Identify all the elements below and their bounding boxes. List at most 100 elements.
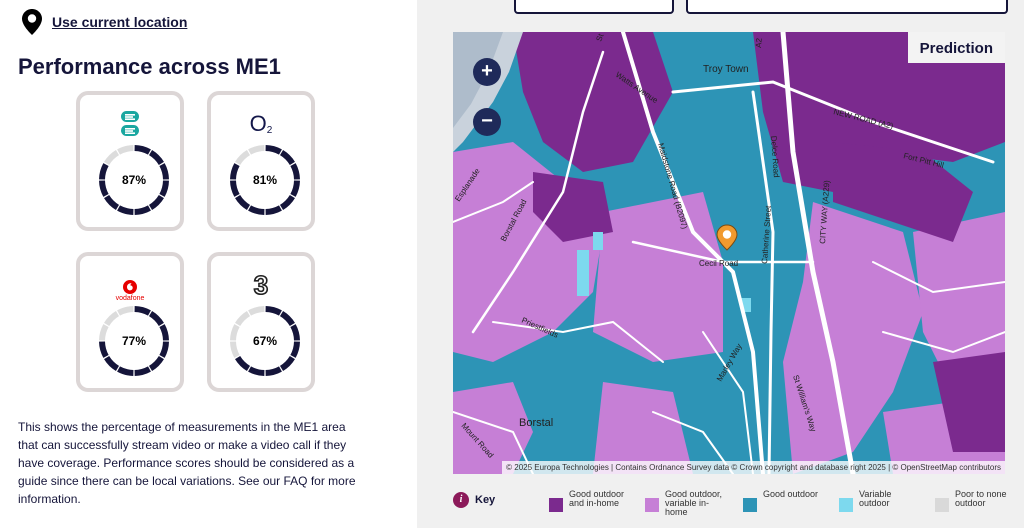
map-label-troy-town: Troy Town [703, 64, 749, 75]
coverage-map-canvas[interactable]: Troy Town Borstal Cecil Road NEW ROAD (A… [453, 32, 1005, 474]
operator-card-three[interactable]: 3 67% [207, 252, 315, 392]
score-ring-segment [290, 163, 300, 180]
score-ring-segment [248, 366, 265, 376]
key-label: Poor to none outdoor [955, 489, 1007, 508]
score-ring-segment [99, 341, 109, 358]
vodafone-logo: vodafone [80, 276, 180, 306]
score-ring-segment [159, 341, 169, 358]
key-item-good-outdoor-in-home: Good outdoor and in-home [549, 490, 633, 512]
score-ring-segment [117, 306, 134, 316]
map-label-borstal: Borstal [519, 417, 553, 429]
key-label: Good outdoor, variable in-home [665, 489, 723, 517]
key-swatch-dark-purple [549, 498, 563, 512]
key-swatch-grey [935, 498, 949, 512]
score-ring-segment [290, 324, 300, 341]
key-item-variable-outdoor: Variable outdoor [839, 490, 923, 512]
score-ring-segment [279, 194, 295, 210]
vodafone-wordmark: vodafone [115, 295, 145, 302]
three-logo: 3 [211, 269, 311, 301]
map-label-catherine-street: Catherine Street [760, 205, 773, 265]
map-label-city-way: CITY WAY (A229) [818, 180, 831, 245]
o2-score-value: 81% [253, 173, 277, 187]
o2-logo-sub: 2 [266, 124, 273, 136]
score-ring-segment [230, 341, 240, 358]
score-ring-segment [159, 324, 169, 341]
score-ring-segment [134, 366, 151, 376]
ee-score-value: 87% [122, 173, 146, 187]
use-current-location-label[interactable]: Use current location [52, 14, 188, 30]
key-label: Variable outdoor [859, 489, 892, 508]
location-pin-icon [22, 9, 42, 35]
coverage-map[interactable]: Troy Town Borstal Cecil Road NEW ROAD (A… [453, 32, 1005, 474]
key-title: Key [475, 494, 496, 506]
operator-card-ee[interactable]: 87% [76, 91, 184, 231]
map-label-a2: A2 [754, 37, 764, 48]
key-label: Good outdoor and in-home [569, 489, 625, 508]
use-current-location-link[interactable]: Use current location [20, 8, 187, 36]
map-label-delce-road: Delce Road [769, 136, 781, 178]
score-ring-segment [104, 150, 120, 166]
score-ring-segment [290, 180, 300, 197]
map-label-cecil-road: Cecil Road [699, 259, 738, 268]
vodafone-score-ring: 77% [99, 306, 169, 376]
three-logo-glyph: 3 [253, 269, 269, 301]
score-ring-segment [148, 194, 164, 210]
score-ring-segment [230, 180, 240, 197]
score-ring-segment [117, 366, 134, 376]
info-icon[interactable]: i [453, 492, 469, 508]
three-score-value: 67% [253, 334, 277, 348]
map-attribution: © 2025 Europa Technologies | Contains Or… [502, 461, 1005, 474]
page-title: Performance across ME1 [18, 54, 281, 79]
top-dropdown-left[interactable] [514, 0, 674, 14]
score-ring-segment [134, 306, 151, 316]
key-swatch-light-purple [645, 498, 659, 512]
score-ring-segment [159, 163, 169, 180]
score-ring-segment [279, 150, 295, 166]
key-header[interactable]: i Key [453, 492, 495, 508]
prediction-label[interactable]: Prediction [907, 32, 1005, 63]
score-ring-segment [159, 180, 169, 197]
o2-logo-letter: O [249, 111, 267, 136]
score-ring-segment [134, 205, 151, 215]
key-item-good-outdoor-variable-in-home: Good outdoor, variable in-home [645, 490, 729, 517]
vodafone-speechmark-icon [123, 280, 137, 294]
score-ring-segment [230, 324, 240, 341]
score-ring-segment [279, 311, 295, 327]
vodafone-score-value: 77% [122, 334, 146, 348]
key-label: Good outdoor [763, 489, 819, 499]
score-ring-segment [290, 341, 300, 358]
location-marker-icon[interactable] [716, 224, 738, 251]
map-key: i Key Good outdoor and in-home Good outd… [453, 488, 1013, 528]
score-ring-segment [117, 145, 134, 155]
score-ring-segment [235, 194, 251, 210]
operator-card-vodafone[interactable]: vodafone 77% [76, 252, 184, 392]
top-dropdown-right[interactable] [686, 0, 1008, 14]
key-swatch-blue [743, 498, 757, 512]
zoom-in-button[interactable]: + [473, 58, 501, 86]
score-ring-segment [248, 306, 265, 316]
score-ring-segment [265, 366, 282, 376]
zoom-out-button[interactable]: − [473, 108, 501, 136]
score-ring-segment [235, 311, 251, 327]
score-ring-segment [235, 355, 251, 371]
key-swatch-light-blue [839, 498, 853, 512]
key-item-good-outdoor: Good outdoor [743, 490, 827, 512]
score-ring-segment [134, 145, 151, 155]
score-ring-segment [104, 194, 120, 210]
ee-logo [80, 109, 180, 139]
o2-score-ring: 81% [230, 145, 300, 215]
score-ring-segment [104, 355, 120, 371]
score-ring-segment [265, 205, 282, 215]
score-ring-segment [279, 355, 295, 371]
score-ring-segment [265, 306, 282, 316]
performance-description: This shows the percentage of measurement… [18, 420, 356, 506]
score-ring-segment [99, 180, 109, 197]
ee-score-ring: 87% [99, 145, 169, 215]
score-ring-segment [104, 311, 120, 327]
score-ring-segment [148, 311, 164, 327]
score-ring-segment [265, 145, 282, 155]
score-ring-segment [230, 163, 240, 180]
score-ring-segment [148, 355, 164, 371]
